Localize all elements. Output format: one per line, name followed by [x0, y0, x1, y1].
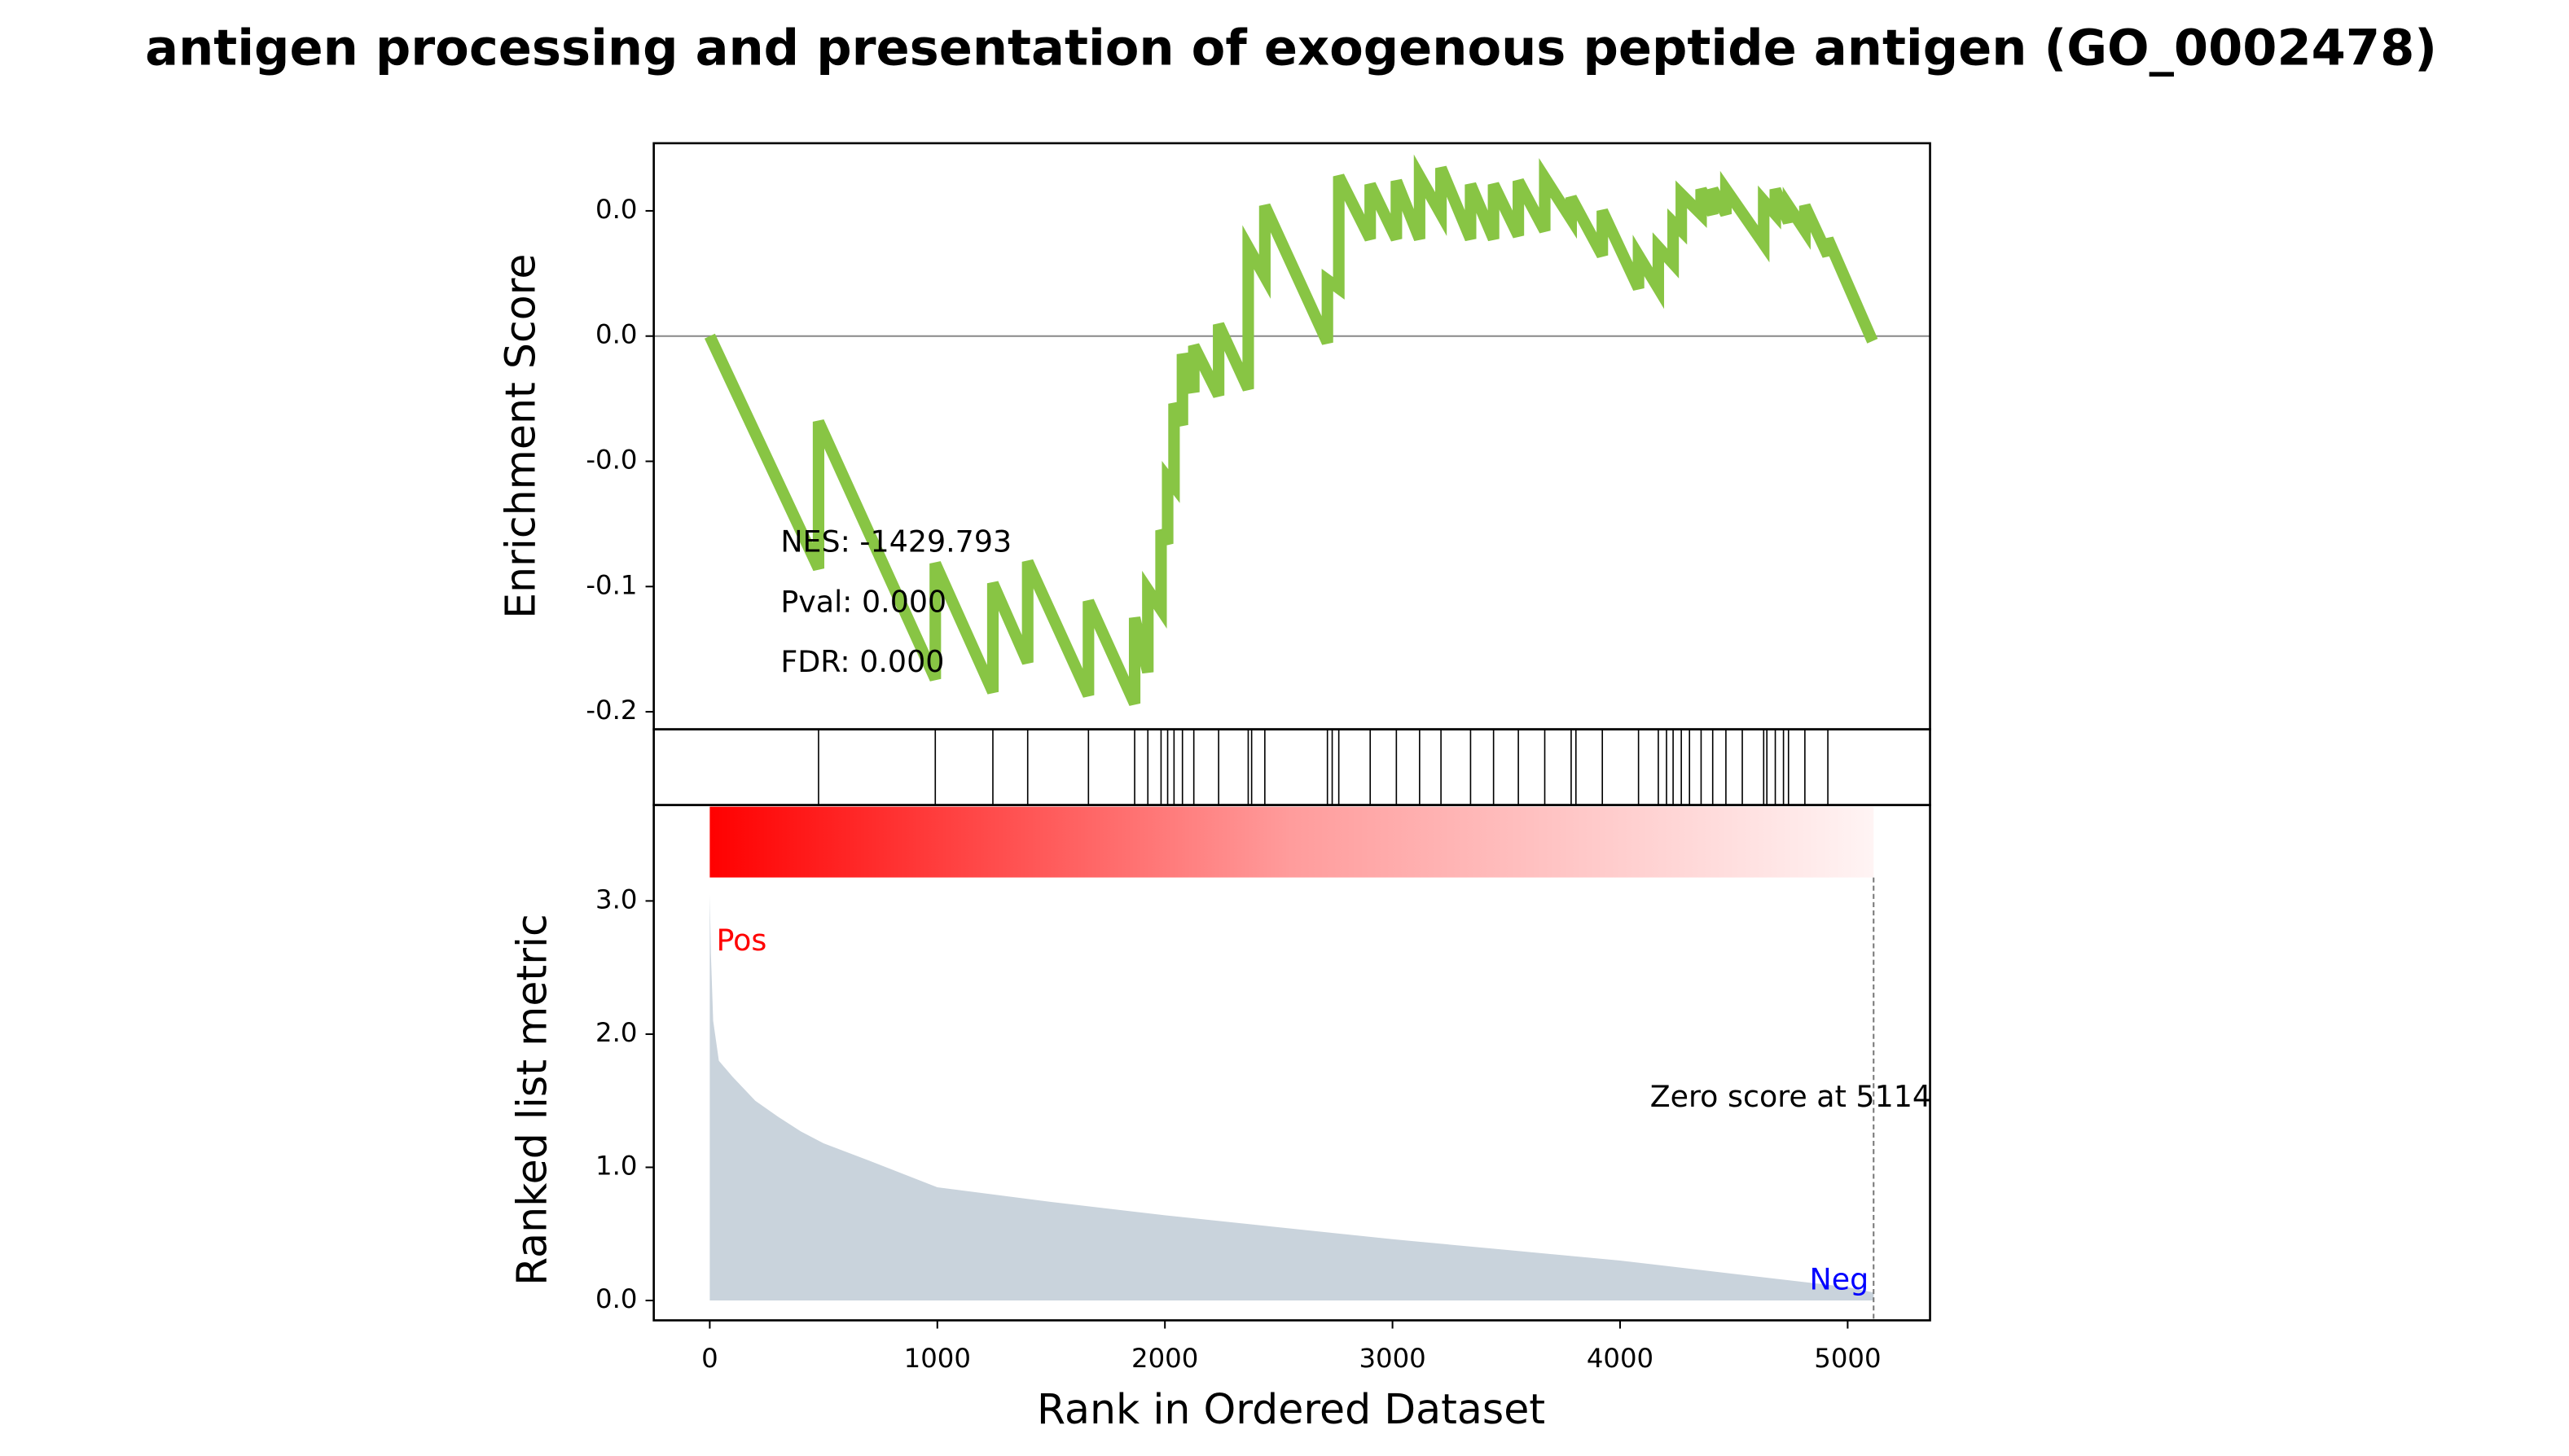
- y-tick-label: 3.0: [595, 884, 637, 914]
- rank-colorbar: [709, 806, 1874, 878]
- metric-annotation: Pos: [716, 923, 766, 958]
- x-tick-label: 4000: [1587, 1343, 1653, 1374]
- x-tick-label: 1000: [904, 1343, 971, 1374]
- y-tick-label: -0.1: [586, 569, 637, 600]
- panel-frame: [652, 804, 1931, 1322]
- es-line: [704, 154, 1878, 706]
- y-tick-label: 0.0: [595, 194, 637, 225]
- x-tick-label: 2000: [1131, 1343, 1198, 1374]
- x-axis-label: Rank in Ordered Dataset: [1037, 1385, 1545, 1433]
- chart-title: antigen processing and presentation of e…: [145, 20, 2437, 77]
- metric-annotation: Zero score at 5114: [1650, 1079, 1931, 1114]
- metric-area: [709, 894, 1874, 1301]
- stat-annotation: Pval: 0.000: [780, 584, 946, 619]
- x-tick-label: 3000: [1359, 1343, 1425, 1374]
- y-tick-label: 2.0: [595, 1017, 637, 1048]
- y-tick-label: -0.2: [586, 695, 637, 726]
- stat-annotation: FDR: 0.000: [780, 644, 944, 679]
- y-tick-label: 0.0: [595, 1283, 637, 1314]
- y-tick-label: -0.0: [586, 445, 637, 476]
- x-tick-label: 0: [701, 1343, 718, 1374]
- y-tick-label: 1.0: [595, 1150, 637, 1181]
- y-axis-label: Ranked list metric: [508, 914, 556, 1286]
- stat-annotation: NES: -1429.793: [780, 524, 1012, 559]
- x-tick-label: 5000: [1814, 1343, 1881, 1374]
- y-tick-label: 0.0: [595, 319, 637, 350]
- y-axis-label: Enrichment Score: [496, 254, 544, 619]
- metric-annotation: Neg: [1809, 1261, 1869, 1296]
